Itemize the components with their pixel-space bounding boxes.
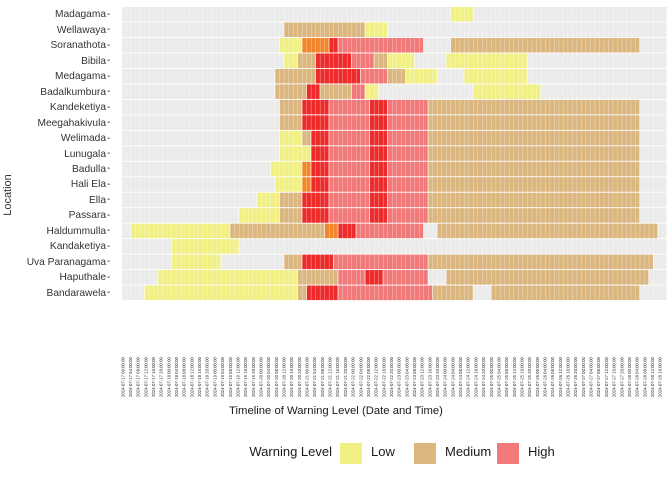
svg-text:2024-07-24 12:00:00: 2024-07-24 12:00:00 bbox=[466, 356, 471, 397]
svg-text:2024-07-19 12:00:00: 2024-07-19 12:00:00 bbox=[235, 356, 240, 397]
svg-text:2024-07-20 04:00:00: 2024-07-20 04:00:00 bbox=[266, 356, 271, 397]
svg-text:2024-07-20 00:00:00: 2024-07-20 00:00:00 bbox=[258, 356, 263, 397]
svg-text:2024-07-24 04:00:00: 2024-07-24 04:00:00 bbox=[450, 356, 455, 397]
svg-text:2024-07-26 16:00:00: 2024-07-26 16:00:00 bbox=[566, 356, 571, 397]
svg-text:2024-07-23 00:00:00: 2024-07-23 00:00:00 bbox=[397, 356, 402, 397]
svg-text:2024-07-21 08:00:00: 2024-07-21 08:00:00 bbox=[320, 356, 325, 397]
svg-text:2024-07-17 16:00:00: 2024-07-17 16:00:00 bbox=[151, 356, 156, 397]
svg-text:2024-07-25 16:00:00: 2024-07-25 16:00:00 bbox=[519, 356, 524, 397]
svg-text:2024-07-26 12:00:00: 2024-07-26 12:00:00 bbox=[558, 356, 563, 397]
svg-text:2024-07-22 04:00:00: 2024-07-22 04:00:00 bbox=[358, 356, 363, 397]
svg-text:2024-07-28 12:00:00: 2024-07-28 12:00:00 bbox=[650, 356, 655, 397]
svg-text:2024-07-17 08:00:00: 2024-07-17 08:00:00 bbox=[136, 356, 141, 397]
svg-text:2024-07-23 04:00:00: 2024-07-23 04:00:00 bbox=[404, 356, 409, 397]
svg-text:2024-07-27 16:00:00: 2024-07-27 16:00:00 bbox=[612, 356, 617, 397]
svg-text:2024-07-18 08:00:00: 2024-07-18 08:00:00 bbox=[182, 356, 187, 397]
svg-text:2024-07-20 12:00:00: 2024-07-20 12:00:00 bbox=[282, 356, 287, 397]
svg-text:2024-07-18 16:00:00: 2024-07-18 16:00:00 bbox=[197, 356, 202, 397]
svg-text:2024-07-23 12:00:00: 2024-07-23 12:00:00 bbox=[420, 356, 425, 397]
svg-text:2024-07-25 20:00:00: 2024-07-25 20:00:00 bbox=[527, 356, 532, 397]
svg-text:2024-07-18 00:00:00: 2024-07-18 00:00:00 bbox=[166, 356, 171, 397]
svg-text:2024-07-26 04:00:00: 2024-07-26 04:00:00 bbox=[542, 356, 547, 397]
svg-text:2024-07-17 12:00:00: 2024-07-17 12:00:00 bbox=[143, 356, 148, 397]
svg-text:2024-07-27 04:00:00: 2024-07-27 04:00:00 bbox=[589, 356, 594, 397]
svg-text:2024-07-27 20:00:00: 2024-07-27 20:00:00 bbox=[619, 356, 624, 397]
svg-text:2024-07-20 16:00:00: 2024-07-20 16:00:00 bbox=[289, 356, 294, 397]
svg-text:2024-07-26 00:00:00: 2024-07-26 00:00:00 bbox=[535, 356, 540, 397]
svg-text:2024-07-21 04:00:00: 2024-07-21 04:00:00 bbox=[312, 356, 317, 397]
svg-text:2024-07-24 00:00:00: 2024-07-24 00:00:00 bbox=[443, 356, 448, 397]
svg-text:2024-07-22 12:00:00: 2024-07-22 12:00:00 bbox=[374, 356, 379, 397]
svg-text:2024-07-17 04:00:00: 2024-07-17 04:00:00 bbox=[128, 356, 133, 397]
svg-text:2024-07-24 08:00:00: 2024-07-24 08:00:00 bbox=[458, 356, 463, 397]
svg-text:2024-07-23 20:00:00: 2024-07-23 20:00:00 bbox=[435, 356, 440, 397]
svg-text:2024-07-21 00:00:00: 2024-07-21 00:00:00 bbox=[305, 356, 310, 397]
svg-text:2024-07-22 16:00:00: 2024-07-22 16:00:00 bbox=[381, 356, 386, 397]
svg-text:2024-07-21 12:00:00: 2024-07-21 12:00:00 bbox=[328, 356, 333, 397]
svg-text:2024-07-25 00:00:00: 2024-07-25 00:00:00 bbox=[489, 356, 494, 397]
svg-text:2024-07-19 20:00:00: 2024-07-19 20:00:00 bbox=[251, 356, 256, 397]
svg-text:2024-07-22 08:00:00: 2024-07-22 08:00:00 bbox=[366, 356, 371, 397]
svg-text:2024-07-22 00:00:00: 2024-07-22 00:00:00 bbox=[351, 356, 356, 397]
svg-text:2024-07-26 08:00:00: 2024-07-26 08:00:00 bbox=[550, 356, 555, 397]
svg-text:2024-07-18 12:00:00: 2024-07-18 12:00:00 bbox=[189, 356, 194, 397]
svg-text:2024-07-27 08:00:00: 2024-07-27 08:00:00 bbox=[596, 356, 601, 397]
svg-text:2024-07-24 16:00:00: 2024-07-24 16:00:00 bbox=[473, 356, 478, 397]
svg-text:2024-07-28 08:00:00: 2024-07-28 08:00:00 bbox=[642, 356, 647, 397]
svg-text:2024-07-18 04:00:00: 2024-07-18 04:00:00 bbox=[174, 356, 179, 397]
svg-text:2024-07-25 08:00:00: 2024-07-25 08:00:00 bbox=[504, 356, 509, 397]
svg-text:2024-07-20 20:00:00: 2024-07-20 20:00:00 bbox=[297, 356, 302, 397]
svg-text:2024-07-23 16:00:00: 2024-07-23 16:00:00 bbox=[427, 356, 432, 397]
svg-text:2024-07-26 20:00:00: 2024-07-26 20:00:00 bbox=[573, 356, 578, 397]
svg-text:2024-07-19 00:00:00: 2024-07-19 00:00:00 bbox=[212, 356, 217, 397]
svg-text:2024-07-23 08:00:00: 2024-07-23 08:00:00 bbox=[412, 356, 417, 397]
svg-text:2024-07-28 00:00:00: 2024-07-28 00:00:00 bbox=[627, 356, 632, 397]
svg-text:2024-07-19 04:00:00: 2024-07-19 04:00:00 bbox=[220, 356, 225, 397]
svg-text:2024-07-28 04:00:00: 2024-07-28 04:00:00 bbox=[635, 356, 640, 397]
svg-text:2024-07-27 12:00:00: 2024-07-27 12:00:00 bbox=[604, 356, 609, 397]
svg-text:2024-07-19 08:00:00: 2024-07-19 08:00:00 bbox=[228, 356, 233, 397]
svg-text:2024-07-24 20:00:00: 2024-07-24 20:00:00 bbox=[481, 356, 486, 397]
svg-text:2024-07-17 20:00:00: 2024-07-17 20:00:00 bbox=[159, 356, 164, 397]
svg-text:2024-07-27 00:00:00: 2024-07-27 00:00:00 bbox=[581, 356, 586, 397]
svg-text:2024-07-22 20:00:00: 2024-07-22 20:00:00 bbox=[389, 356, 394, 397]
svg-text:2024-07-18 20:00:00: 2024-07-18 20:00:00 bbox=[205, 356, 210, 397]
svg-text:2024-07-28 16:00:00: 2024-07-28 16:00:00 bbox=[658, 356, 663, 397]
svg-text:2024-07-21 20:00:00: 2024-07-21 20:00:00 bbox=[343, 356, 348, 397]
svg-text:2024-07-19 16:00:00: 2024-07-19 16:00:00 bbox=[243, 356, 248, 397]
svg-text:2024-07-20 08:00:00: 2024-07-20 08:00:00 bbox=[274, 356, 279, 397]
svg-text:2024-07-17 00:00:00: 2024-07-17 00:00:00 bbox=[120, 356, 125, 397]
svg-text:2024-07-25 04:00:00: 2024-07-25 04:00:00 bbox=[496, 356, 501, 397]
svg-text:2024-07-25 12:00:00: 2024-07-25 12:00:00 bbox=[512, 356, 517, 397]
svg-text:2024-07-21 16:00:00: 2024-07-21 16:00:00 bbox=[335, 356, 340, 397]
